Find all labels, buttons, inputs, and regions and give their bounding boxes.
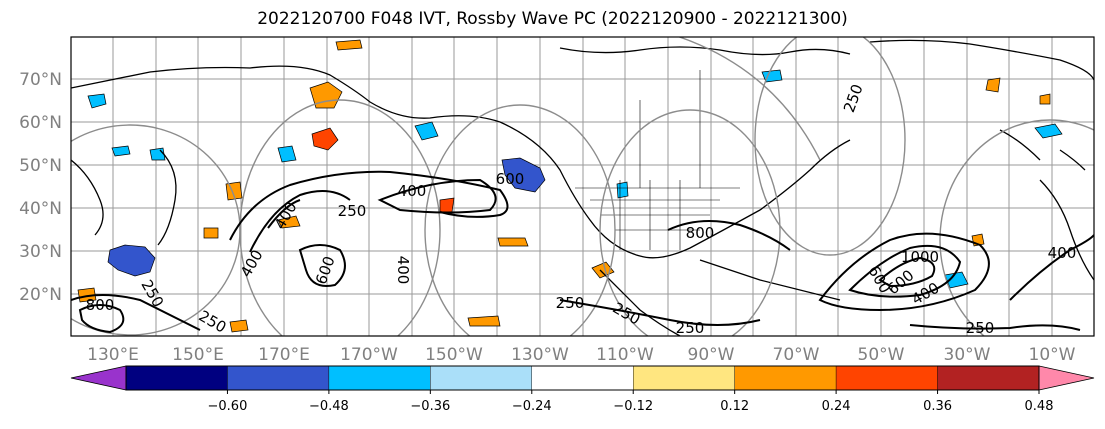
ivt-contour-label: 400 [398,182,427,200]
lon-label-10w: 10°W [1029,345,1076,365]
colorbar-tick-label: −0.36 [410,399,450,414]
ivt-contours [71,170,1094,334]
map-title: 2022120700 F048 IVT, Rossby Wave PC (202… [257,9,848,29]
lat-label-20n: 20°N [19,285,62,305]
colorbar-swatch [937,365,1040,391]
colorbar-tick-label: 0.12 [720,399,749,414]
latitude-labels: 70°N 60°N 50°N 40°N 30°N 20°N [19,70,62,305]
ivt-contour-label: 250 [676,319,705,337]
colorbar-tick-labels: −0.60 −0.48 −0.36 −0.24 −0.12 0.12 0.24 0.36 0.4… [208,390,1054,414]
colorbar-tick-label: −0.24 [512,399,552,414]
ivt-contour-label: 400 [394,256,412,285]
colorbar-swatch [430,365,532,391]
colorbar-swatch [227,365,330,391]
lat-label-50n: 50°N [19,156,62,176]
lat-label-40n: 40°N [19,199,62,219]
lon-label-150w: 150°W [425,345,483,365]
lon-label-70w: 70°W [773,345,820,365]
ivt-contour-label: 250 [338,202,367,220]
ivt-contour-label: 800 [686,224,715,242]
lon-label-110w: 110°W [596,345,654,365]
ivt-contour-label: 400 [1048,244,1077,262]
ivt-contour-label: 250 [556,294,585,312]
colorbar-swatch [125,365,228,391]
lat-label-60n: 60°N [19,113,62,133]
lon-label-170w: 170°W [340,345,398,365]
colorbar-extend-low [70,365,127,391]
political-boundaries [575,70,740,250]
ivt-contour-label: 250 [966,319,995,337]
colorbar-tick-label: −0.60 [208,399,248,414]
lon-label-50w: 50°W [858,345,905,365]
lat-label-70n: 70°N [19,70,62,90]
ivt-contour-label: 800 [86,296,115,314]
rossby-wave-pc-shading [77,39,1063,333]
colorbar-tick-label: −0.12 [613,399,653,414]
graticule [71,37,1094,336]
lon-label-130w: 130°W [511,345,569,365]
colorbar-swatch [633,365,735,391]
colorbar-tick-label: 0.48 [1025,399,1054,414]
coastlines [71,39,1094,336]
longitude-labels: 130°E 150°E 170°E 170°W 150°W 130°W 110°… [87,345,1076,365]
lon-label-90w: 90°W [688,345,735,365]
lon-label-30w: 30°W [944,345,991,365]
colorbar [70,365,1095,391]
colorbar-outline [125,365,1040,391]
rossby-wave-pc-contours [71,37,1094,336]
ivt-contour-label: 1000 [901,248,939,266]
colorbar-extend-high [1038,365,1095,391]
colorbar-tick-label: −0.48 [309,399,349,414]
colorbar-tick-label: 0.24 [822,399,851,414]
colorbar-swatch [835,365,938,391]
lat-label-30n: 30°N [19,242,62,262]
colorbar-swatch [531,365,634,391]
lon-label-170e: 170°E [258,345,310,365]
colorbar-swatch [328,365,431,391]
colorbar-tick-label: 0.36 [923,399,952,414]
lon-label-150e: 150°E [172,345,224,365]
ivt-contour-label: 600 [496,170,525,188]
lon-label-130e: 130°E [87,345,139,365]
colorbar-swatch [734,365,837,391]
map-frame [70,36,1095,337]
